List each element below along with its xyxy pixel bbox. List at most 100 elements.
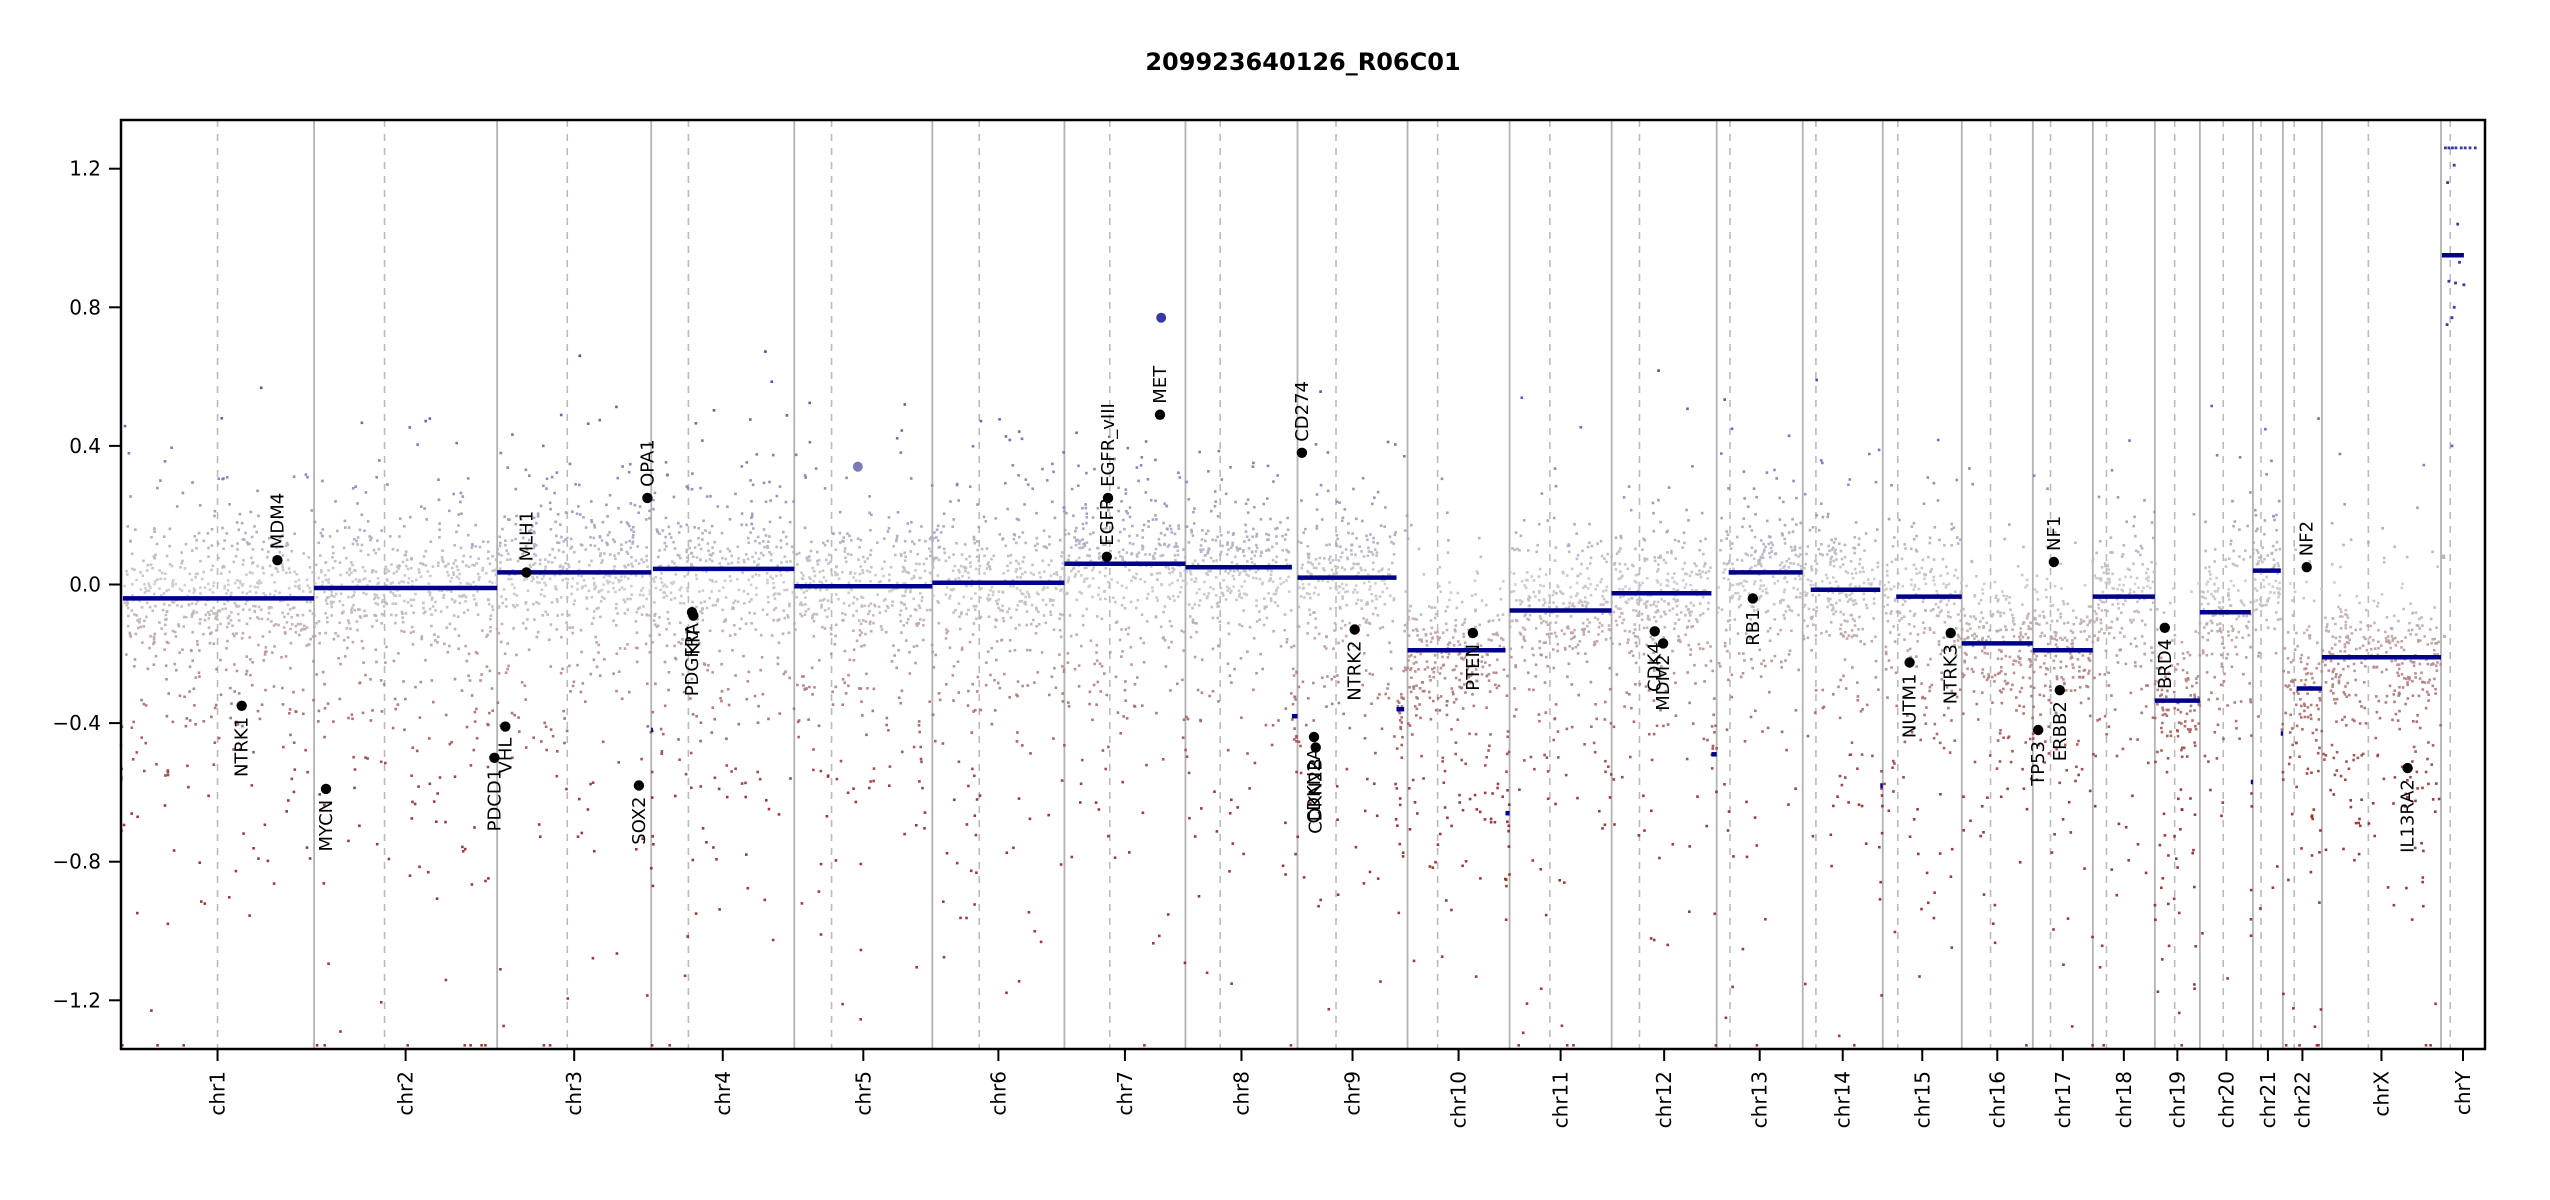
scatter-point	[796, 683, 799, 687]
scatter-point	[839, 541, 842, 544]
scatter-point	[174, 635, 178, 638]
scatter-point	[1326, 675, 1329, 678]
scatter-point	[1301, 563, 1304, 567]
scatter-point	[1371, 568, 1375, 571]
scatter-point	[197, 671, 201, 674]
scatter-point	[980, 587, 983, 590]
scatter-point	[491, 608, 495, 611]
scatter-point	[1375, 814, 1379, 818]
scatter-point	[1201, 529, 1204, 532]
scatter-point	[899, 601, 903, 604]
scatter-point	[1508, 571, 1512, 574]
scatter-point	[1401, 851, 1405, 854]
scatter-point	[804, 476, 807, 479]
scatter-point	[1458, 651, 1462, 654]
scatter-point	[746, 886, 750, 890]
scatter-point	[1344, 634, 1348, 638]
scatter-point	[1372, 561, 1375, 565]
scatter-point	[203, 586, 207, 589]
scatter-point	[1504, 918, 1508, 921]
scatter-point	[1584, 585, 1588, 588]
scatter-point	[842, 536, 845, 539]
scatter-point	[1339, 555, 1343, 559]
scatter-point	[922, 618, 925, 622]
scatter-point	[584, 700, 587, 703]
scatter-point	[398, 594, 402, 597]
scatter-point	[323, 707, 327, 710]
scatter-point	[682, 602, 686, 605]
scatter-point	[1276, 604, 1280, 608]
scatter-point	[1255, 604, 1258, 608]
scatter-point	[1139, 578, 1142, 581]
scatter-point	[705, 606, 709, 610]
scatter-point	[1018, 535, 1021, 539]
scatter-point	[330, 614, 334, 617]
scatter-point	[1322, 567, 1325, 570]
scatter-point	[538, 581, 541, 584]
scatter-point	[551, 734, 555, 738]
scatter-point	[1238, 623, 1241, 626]
scatter-point	[263, 823, 267, 827]
scatter-point	[1420, 640, 1424, 643]
scatter-point	[1519, 602, 1522, 606]
scatter-point	[964, 543, 967, 546]
scatter-point	[153, 527, 156, 530]
scatter-point	[501, 527, 504, 531]
scatter-point	[933, 556, 936, 560]
scatter-point	[749, 418, 752, 421]
scatter-point	[978, 794, 982, 797]
scatter-point	[1433, 654, 1437, 657]
scatter-point	[360, 639, 364, 643]
scatter-point	[1100, 665, 1104, 668]
scatter-point	[1097, 586, 1101, 590]
scatter-point	[1016, 604, 1020, 607]
scatter-point	[1604, 700, 1607, 704]
scatter-point	[971, 633, 975, 636]
scatter-point	[529, 565, 533, 569]
scatter-point	[550, 475, 554, 479]
scatter-point	[178, 694, 182, 698]
scatter-point	[841, 1002, 844, 1006]
scatter-point	[1197, 895, 1201, 898]
scatter-point	[1523, 584, 1526, 587]
scatter-point	[1619, 534, 1622, 538]
scatter-point	[1391, 619, 1395, 623]
scatter-point	[1024, 595, 1027, 599]
scatter-point	[327, 962, 330, 965]
scatter-point	[593, 587, 597, 590]
scatter-point	[1567, 605, 1571, 609]
scatter-point	[1565, 727, 1569, 731]
scatter-point	[1569, 586, 1572, 589]
scatter-point	[394, 621, 397, 625]
scatter-point	[1321, 579, 1324, 582]
scatter-point	[686, 556, 689, 559]
scatter-point	[789, 560, 792, 563]
scatter-point	[1062, 591, 1066, 594]
scatter-point	[175, 505, 179, 508]
scatter-point	[1602, 589, 1605, 593]
scatter-point	[1338, 605, 1342, 609]
scatter-point	[849, 553, 853, 557]
scatter-point	[787, 616, 790, 619]
scatter-point	[317, 709, 321, 713]
scatter-point	[229, 716, 232, 720]
scatter-point	[668, 622, 671, 625]
scatter-point	[1104, 597, 1107, 601]
scatter-point	[1605, 560, 1608, 564]
scatter-point	[830, 573, 834, 577]
scatter-point	[1332, 572, 1335, 576]
scatter-point	[1637, 584, 1641, 588]
scatter-point	[1460, 656, 1463, 660]
scatter-point	[1403, 629, 1406, 633]
scatter-point	[140, 698, 143, 702]
scatter-point	[463, 611, 466, 614]
scatter-point	[1402, 669, 1405, 673]
scatter-point	[1612, 778, 1616, 781]
scatter-point	[1253, 505, 1256, 509]
scatter-point	[553, 556, 557, 560]
scatter-point	[1282, 581, 1285, 584]
scatter-point	[632, 525, 635, 529]
scatter-point	[1285, 579, 1288, 582]
scatter-point	[1539, 987, 1543, 991]
scatter-point	[458, 594, 461, 598]
